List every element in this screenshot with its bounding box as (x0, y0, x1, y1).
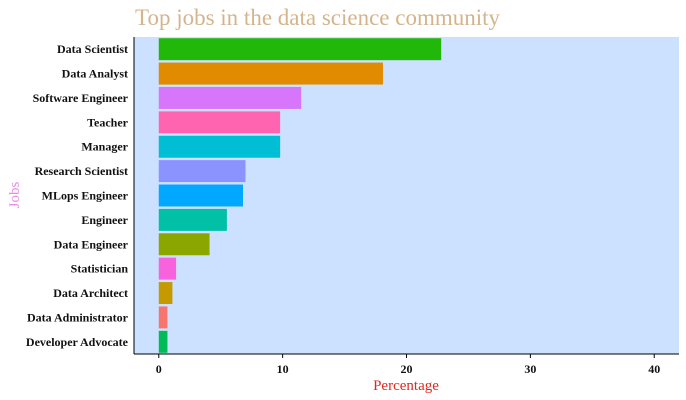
category-label: Data Scientist (57, 42, 128, 56)
bar-teacher (158, 111, 281, 134)
category-label: Data Engineer (54, 237, 129, 251)
bar-mlops-engineer (158, 184, 243, 207)
bar-software-engineer (158, 86, 302, 109)
bar-manager (158, 135, 281, 158)
bar-data-engineer (158, 233, 210, 256)
category-label: Data Analyst (62, 67, 128, 81)
x-tick-label: 20 (401, 362, 413, 376)
category-label: Teacher (87, 115, 129, 129)
bar-research-scientist (158, 160, 246, 183)
x-tick-label: 30 (524, 362, 536, 376)
bar-data-administrator (158, 306, 168, 329)
category-label: Data Architect (53, 286, 128, 300)
category-label: MLops Engineer (42, 189, 129, 203)
x-axis-title: Percentage (373, 378, 439, 394)
category-label: Software Engineer (33, 91, 129, 105)
bar-data-architect (158, 282, 173, 305)
x-tick-label: 0 (156, 362, 162, 376)
bar-data-analyst (158, 62, 383, 85)
bar-engineer (158, 208, 227, 231)
y-axis-title: Jobs (7, 182, 23, 209)
category-label: Developer Advocate (26, 335, 129, 349)
x-tick-label: 40 (648, 362, 660, 376)
category-label: Statistician (71, 262, 129, 276)
bar-data-scientist (158, 38, 442, 61)
x-tick-label: 10 (277, 362, 289, 376)
category-label: Data Administrator (27, 310, 129, 324)
category-label: Engineer (81, 213, 128, 227)
bar-developer-advocate (158, 330, 168, 353)
category-label: Manager (81, 140, 128, 154)
bar-statistician (158, 257, 177, 280)
category-label: Research Scientist (35, 164, 128, 178)
chart-title: Top jobs in the data science community (135, 5, 501, 30)
